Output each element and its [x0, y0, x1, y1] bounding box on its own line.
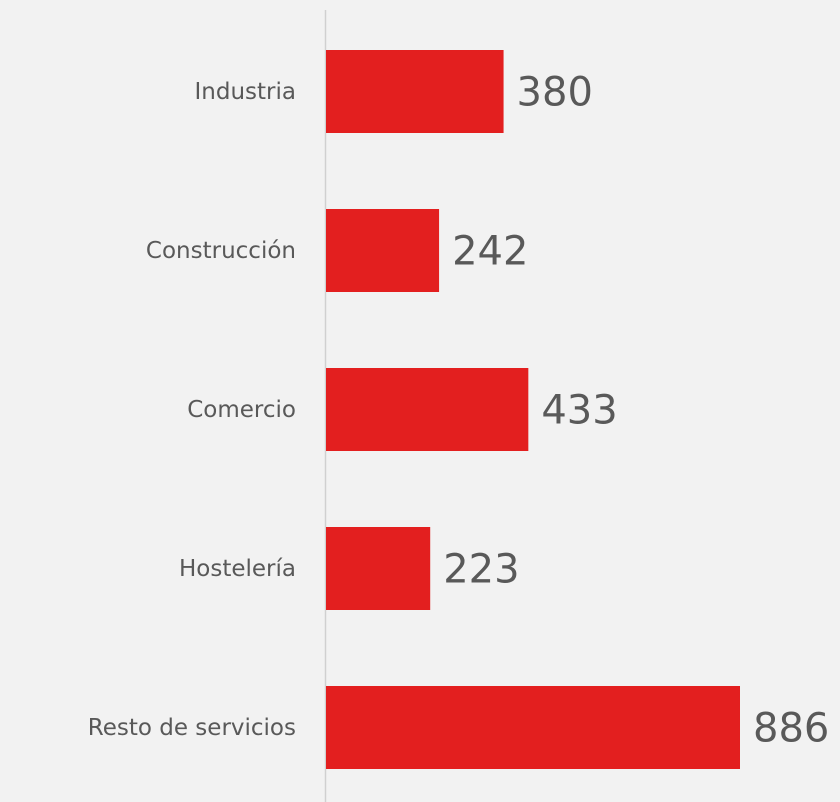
value-label: 380: [517, 70, 593, 116]
bar: [326, 686, 740, 769]
value-label: 433: [541, 388, 617, 434]
category-label: Construcción: [146, 238, 296, 264]
value-label: 242: [452, 229, 528, 275]
bar: [326, 368, 529, 451]
category-label: Industria: [195, 79, 296, 105]
bar: [326, 209, 440, 292]
category-label: Comercio: [187, 397, 296, 423]
bar: [326, 50, 504, 133]
category-label: Resto de servicios: [88, 715, 296, 741]
value-label: 223: [443, 547, 519, 593]
category-label: Hostelería: [179, 556, 296, 582]
value-label: 886: [753, 706, 829, 752]
bar: [326, 527, 431, 610]
